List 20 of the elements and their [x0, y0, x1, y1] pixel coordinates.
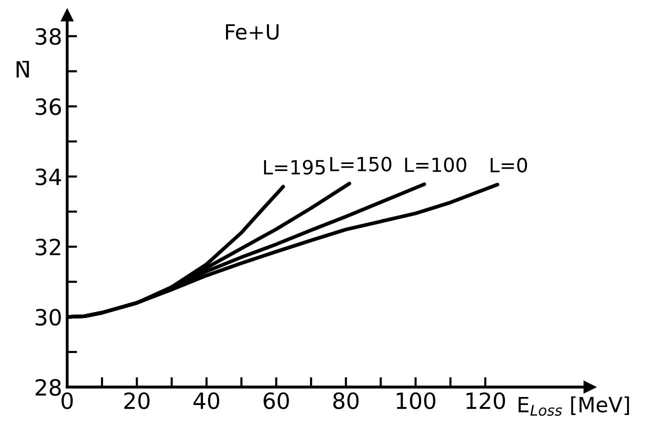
y-tick-label: 32 [36, 238, 60, 256]
x-tick-label: 0 [62, 392, 73, 410]
chart-title: Fe+U [226, 24, 279, 40]
x-tick-label: 120 [466, 392, 506, 410]
y-tick-label: 38 [36, 28, 61, 45]
y-axis-title: N̄ [16, 60, 29, 78]
y-tick-label: 30 [36, 308, 61, 326]
y-tick-label: 36 [36, 98, 61, 116]
x-tick-label: 60 [264, 392, 289, 410]
x-tick-label: 20 [124, 392, 150, 410]
y-tick-label: 28 [36, 379, 61, 396]
x-tick-label: 40 [193, 392, 220, 410]
series-label: L=0 [490, 158, 528, 173]
x-tick-label: 100 [396, 392, 436, 410]
x-axis-title: E$_{Loss}$ [MeV] [518, 396, 629, 416]
x-tick-label: 80 [333, 392, 359, 410]
series-label: L=195 [264, 160, 325, 175]
y-tick-label: 34 [36, 168, 62, 186]
series-label: L=150 [330, 156, 392, 172]
series-label: L=100 [405, 157, 466, 172]
